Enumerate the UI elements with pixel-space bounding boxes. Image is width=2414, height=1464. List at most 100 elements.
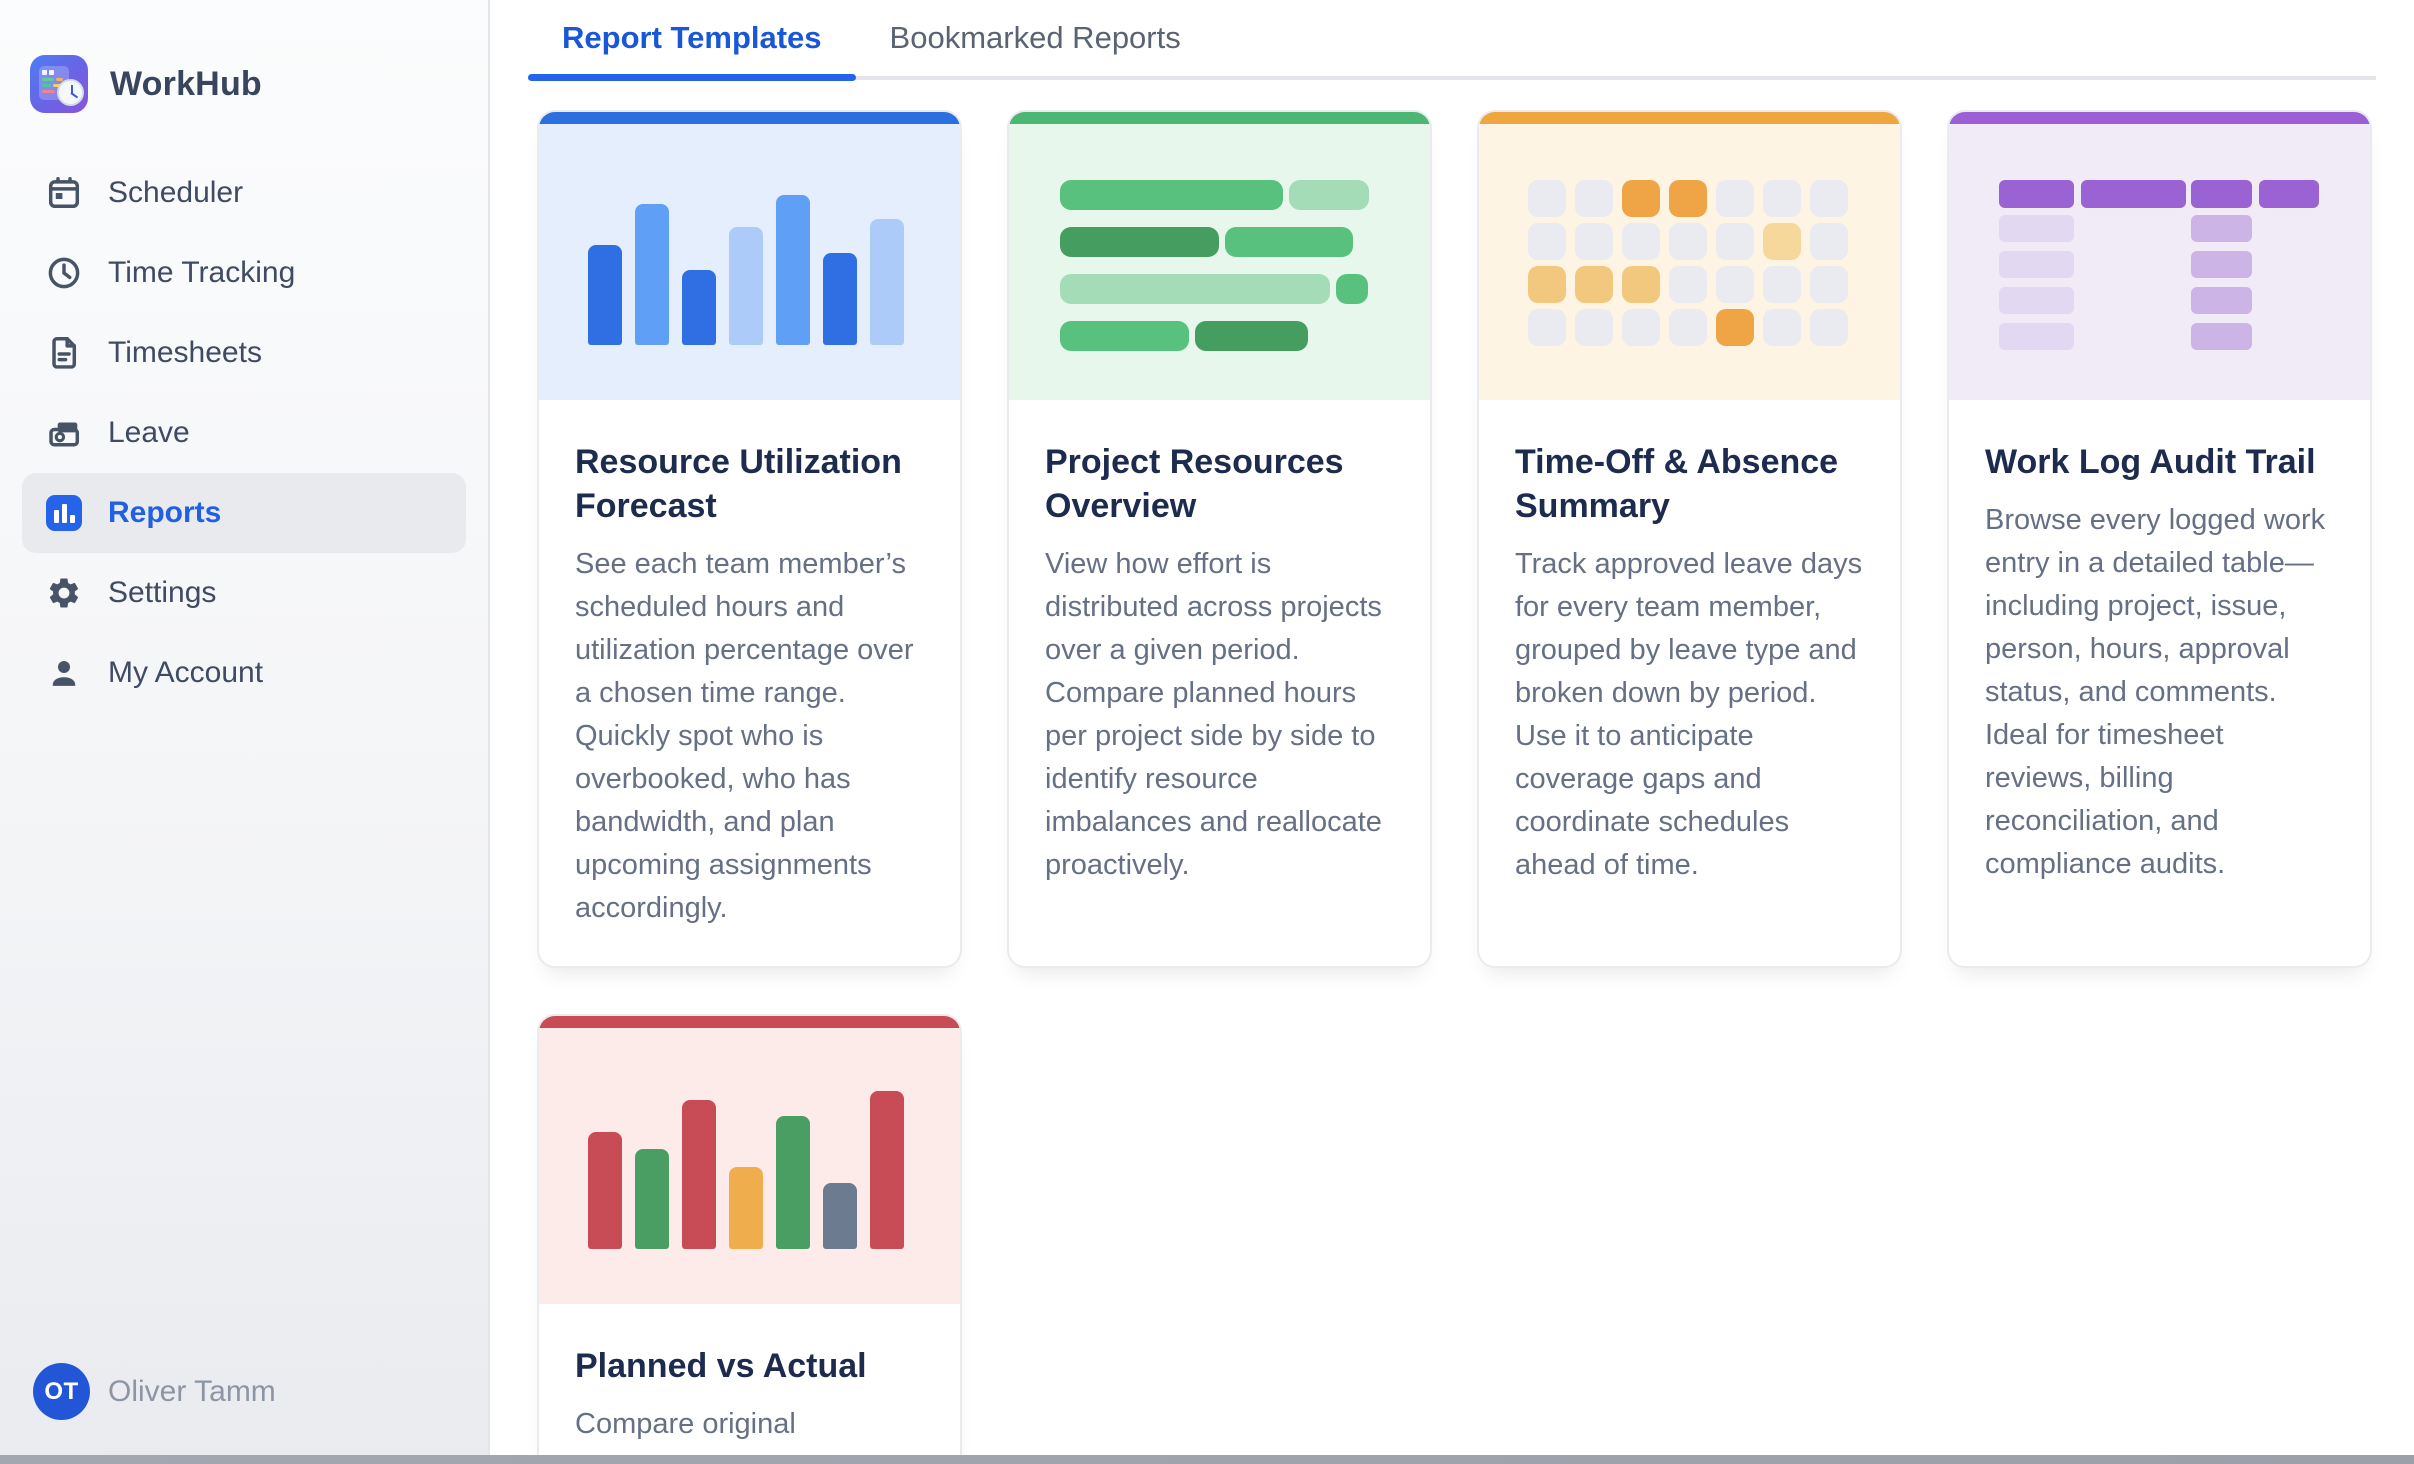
app-logo-icon [30,55,88,113]
sidebar-nav: Scheduler Time Tracking [0,153,488,713]
card-illustration [539,1028,960,1304]
mini-table-cell [2191,287,2252,314]
mini-row [1060,227,1369,257]
sidebar-item-label: Reports [108,496,222,529]
mini-bar [823,1183,857,1249]
mini-table-cell [2191,215,2252,242]
mini-row-chart [1060,180,1369,368]
mini-bar [682,1100,716,1249]
bar-chart-icon [45,494,83,532]
card-strip [539,1016,960,1028]
mini-calendar-cell [1716,309,1754,346]
mini-calendar-cell [1763,180,1801,217]
clock-icon [45,254,83,292]
card-title: Resource Utilization Forecast [575,443,902,525]
mini-calendar-cell [1528,309,1566,346]
sidebar-item-label: Timesheets [108,336,262,369]
mini-bar [729,227,763,345]
sidebar-item-label: My Account [108,656,264,689]
card-illustration [1479,124,1900,400]
mini-calendar-cell [1669,266,1707,303]
mini-row-segment [1060,274,1330,304]
calendar-icon [45,174,83,212]
card-description: Browse every logged work entry in a deta… [1985,504,2326,880]
card-body: Time-Off & Absence Summary Track approve… [1479,400,1900,923]
current-user[interactable]: OT Oliver Tamm [33,1363,276,1420]
sidebar-item-reports[interactable]: Reports [22,473,466,553]
mini-bar [870,219,904,345]
report-template-card[interactable]: Resource Utilization Forecast See each t… [537,110,962,968]
user-avatar: OT [33,1363,90,1420]
mini-row-segment [1225,227,1353,257]
card-title: Planned vs Actual [575,1347,867,1385]
card-illustration [539,124,960,400]
report-template-card[interactable]: Project Resources Overview View how effo… [1007,110,1432,968]
mini-row-segment [1336,274,1368,304]
report-template-card[interactable]: Work Log Audit Trail Browse every logged… [1947,110,2372,968]
mini-bar [823,253,857,345]
mini-calendar-cell [1810,180,1848,217]
mini-table-header-cell [1999,180,2074,208]
mini-calendar-cell [1622,309,1660,346]
card-title: Time-Off & Absence Summary [1515,443,1839,525]
tab-bookmarked-reports[interactable]: Bookmarked Reports [856,0,1215,76]
sidebar-item-label: Time Tracking [108,256,296,289]
card-strip [1479,112,1900,124]
mini-calendar-cell [1810,309,1848,346]
mini-calendar-cell [1763,223,1801,260]
sidebar-item-scheduler[interactable]: Scheduler [22,153,466,233]
report-template-card[interactable]: Time-Off & Absence Summary Track approve… [1477,110,1902,968]
card-illustration [1009,124,1430,400]
sidebar: WorkHub Scheduler [0,0,490,1464]
mini-calendar-cell [1575,223,1613,260]
mini-row-segment [1195,321,1308,351]
mini-row-segment [1060,321,1189,351]
mini-calendar [1528,180,1848,346]
mini-bar [588,1132,622,1249]
sidebar-item-settings[interactable]: Settings [22,553,466,633]
sidebar-item-label: Leave [108,416,190,449]
app-name: WorkHub [110,64,262,103]
sidebar-item-label: Scheduler [108,176,244,209]
mini-table-cell [2191,323,2252,350]
tab-report-templates[interactable]: Report Templates [528,0,856,81]
window-bottom-edge [0,1455,2414,1464]
mini-calendar-cell [1716,180,1754,217]
report-template-card[interactable]: Planned vs Actual Compare original estim… [537,1014,962,1464]
card-description: View how effort is distributed across pr… [1045,548,1382,881]
tab-label: Bookmarked Reports [889,20,1181,55]
card-description: See each team member’s scheduled hours a… [575,548,914,924]
mini-table-header-cell [2259,180,2319,208]
gear-icon [45,574,83,612]
mini-calendar-cell [1716,223,1754,260]
mini-bar [588,245,622,345]
mini-bar [870,1091,904,1249]
mini-row-segment [1289,180,1369,210]
mini-calendar-cell [1575,180,1613,217]
sidebar-item-leave[interactable]: Leave [22,393,466,473]
mini-bar [729,1167,763,1249]
card-strip [1949,112,2370,124]
mini-calendar-cell [1669,180,1707,217]
card-title: Project Resources Overview [1045,443,1344,525]
card-strip [1009,112,1430,124]
report-template-grid: Resource Utilization Forecast See each t… [537,110,2414,1464]
sidebar-item-time-tracking[interactable]: Time Tracking [22,233,466,313]
mini-table-cell [1999,215,2074,242]
mini-calendar-cell [1575,309,1613,346]
mini-calendar-cell [1810,223,1848,260]
mini-bar [635,1149,669,1249]
sidebar-item-my-account[interactable]: My Account [22,633,466,713]
mini-row [1060,274,1369,304]
mini-calendar-cell [1763,309,1801,346]
luggage-icon [45,414,83,452]
mini-bar [776,195,810,345]
mini-calendar-cell [1763,266,1801,303]
mini-table-cell [1999,287,2074,314]
sidebar-item-timesheets[interactable]: Timesheets [22,313,466,393]
mini-calendar-cell [1669,309,1707,346]
card-body: Work Log Audit Trail Browse every logged… [1949,400,2370,922]
tab-label: Report Templates [562,20,822,55]
mini-row [1060,180,1369,210]
mini-calendar-cell [1575,266,1613,303]
